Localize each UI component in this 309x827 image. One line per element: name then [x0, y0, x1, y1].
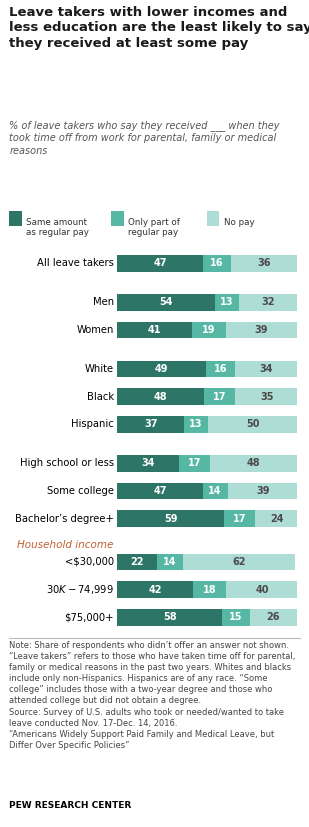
Text: Men: Men — [93, 297, 114, 308]
Text: Note: Share of respondents who didn’t offer an answer not shown.
“Leave takers” : Note: Share of respondents who didn’t of… — [9, 641, 296, 750]
Bar — [117, 483, 202, 500]
Text: 15: 15 — [229, 612, 243, 623]
Text: 14: 14 — [163, 557, 177, 566]
Text: $30K-$74,999: $30K-$74,999 — [46, 583, 114, 596]
Text: White: White — [85, 364, 114, 374]
Bar — [117, 581, 193, 598]
Text: 50: 50 — [247, 419, 260, 429]
Bar — [179, 455, 210, 471]
Text: 40: 40 — [256, 585, 269, 595]
Text: Some college: Some college — [47, 486, 114, 496]
Bar — [208, 416, 298, 433]
Bar — [235, 389, 298, 405]
Bar — [239, 294, 297, 311]
Text: 36: 36 — [257, 258, 271, 269]
Text: 26: 26 — [266, 612, 280, 623]
Text: 47: 47 — [153, 486, 167, 496]
Bar — [117, 416, 184, 433]
Text: Hispanic: Hispanic — [71, 419, 114, 429]
Bar — [184, 416, 208, 433]
Text: Household income: Household income — [17, 540, 114, 550]
Text: 18: 18 — [203, 585, 217, 595]
Text: 19: 19 — [202, 325, 216, 335]
Text: 14: 14 — [209, 486, 222, 496]
Bar — [231, 255, 297, 272]
Bar — [206, 361, 235, 377]
Bar — [215, 294, 239, 311]
Bar — [204, 389, 235, 405]
Bar — [117, 255, 202, 272]
Bar — [117, 609, 222, 626]
Text: Women: Women — [76, 325, 114, 335]
Text: 17: 17 — [213, 392, 226, 402]
Bar — [117, 389, 204, 405]
Bar — [210, 455, 297, 471]
Text: 35: 35 — [260, 392, 273, 402]
Text: 49: 49 — [155, 364, 168, 374]
Bar — [183, 553, 295, 570]
Text: 32: 32 — [261, 297, 274, 308]
Bar — [192, 322, 226, 338]
Bar — [117, 294, 215, 311]
Bar — [228, 483, 298, 500]
Bar — [255, 510, 298, 527]
Text: High school or less: High school or less — [19, 458, 114, 468]
Text: 39: 39 — [256, 486, 270, 496]
Text: 47: 47 — [153, 258, 167, 269]
Bar — [193, 581, 226, 598]
Bar — [226, 322, 297, 338]
Bar — [117, 361, 206, 377]
Text: 13: 13 — [189, 419, 203, 429]
Text: <$30,000: <$30,000 — [65, 557, 114, 566]
Bar — [117, 455, 179, 471]
Bar — [157, 553, 183, 570]
Text: 41: 41 — [148, 325, 161, 335]
Bar — [117, 553, 157, 570]
Text: 48: 48 — [154, 392, 168, 402]
Text: 42: 42 — [149, 585, 162, 595]
Bar — [222, 609, 250, 626]
Text: No pay: No pay — [224, 218, 255, 227]
Text: Only part of
regular pay: Only part of regular pay — [128, 218, 180, 237]
Text: Leave takers with lower incomes and
less education are the least likely to say
t: Leave takers with lower incomes and less… — [9, 6, 309, 50]
Text: 16: 16 — [214, 364, 227, 374]
Text: Black: Black — [87, 392, 114, 402]
Text: 59: 59 — [164, 514, 178, 523]
Bar — [117, 322, 192, 338]
Text: All leave takers: All leave takers — [37, 258, 114, 269]
Text: $75,000+: $75,000+ — [64, 612, 114, 623]
Text: 62: 62 — [232, 557, 245, 566]
Bar — [224, 510, 255, 527]
Text: 17: 17 — [188, 458, 201, 468]
Text: 37: 37 — [144, 419, 158, 429]
Bar — [250, 609, 297, 626]
Bar — [235, 361, 297, 377]
Text: 16: 16 — [210, 258, 224, 269]
Text: 24: 24 — [270, 514, 283, 523]
Bar — [117, 510, 224, 527]
Text: 34: 34 — [142, 458, 155, 468]
Text: 13: 13 — [220, 297, 234, 308]
Text: 22: 22 — [131, 557, 144, 566]
Text: 17: 17 — [233, 514, 246, 523]
Text: 34: 34 — [259, 364, 273, 374]
Text: 48: 48 — [246, 458, 260, 468]
Text: % of leave takers who say they received ___ when they
took time off from work fo: % of leave takers who say they received … — [9, 120, 280, 155]
Text: Bachelor’s degree+: Bachelor’s degree+ — [15, 514, 114, 523]
Text: 39: 39 — [255, 325, 268, 335]
Text: 54: 54 — [159, 297, 173, 308]
Bar — [226, 581, 298, 598]
Text: 58: 58 — [163, 612, 177, 623]
Text: PEW RESEARCH CENTER: PEW RESEARCH CENTER — [9, 801, 132, 810]
Bar — [202, 483, 228, 500]
Bar — [202, 255, 231, 272]
Text: Same amount
as regular pay: Same amount as regular pay — [26, 218, 89, 237]
